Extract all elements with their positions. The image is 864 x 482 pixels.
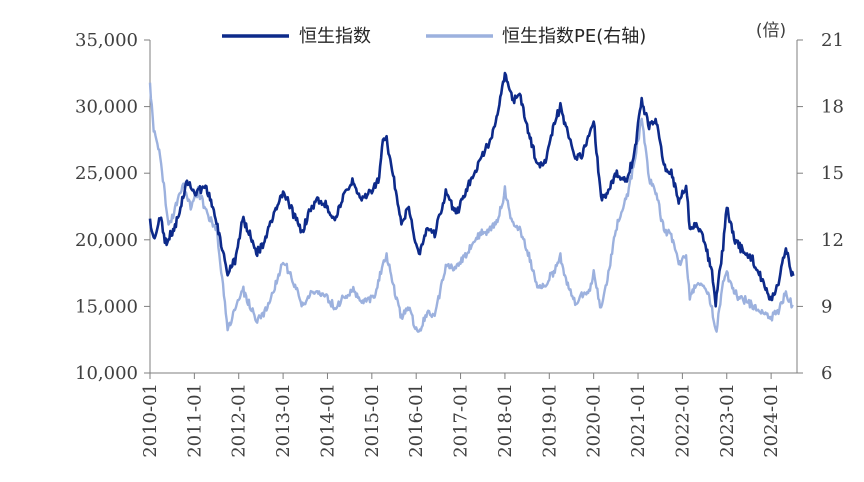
x-tick-label: 2013-01 xyxy=(273,383,294,458)
left-tick-label: 20,000 xyxy=(75,230,138,251)
right-tick-label: 21 xyxy=(821,30,844,51)
legend-label: 恒生指数PE(右轴) xyxy=(502,26,646,47)
x-tick-label: 2019-01 xyxy=(539,383,560,458)
x-tick-label: 2010-01 xyxy=(140,383,161,458)
left-tick-label: 10,000 xyxy=(75,363,138,384)
x-tick-label: 2012-01 xyxy=(229,383,250,458)
left-y-axis: 10,000 15,000 20,000 25,000 30,000 35,000 xyxy=(75,30,151,384)
x-axis: 2010-01 2011-01 2012-01 2013-01 2014-01 2015-… xyxy=(140,372,797,458)
x-tick-label: 2011-01 xyxy=(184,383,205,458)
left-tick-label: 25,000 xyxy=(75,163,138,184)
left-tick-label: 35,000 xyxy=(75,30,138,51)
series-line-pe xyxy=(148,82,794,333)
x-tick-label: 2015-01 xyxy=(362,383,383,458)
right-tick-label: 6 xyxy=(821,363,832,384)
series-line-hsi xyxy=(148,71,795,308)
right-axis-unit: (倍) xyxy=(756,21,786,41)
right-tick-label: 12 xyxy=(821,230,844,251)
series-layer xyxy=(148,71,795,333)
x-tick-label: 2018-01 xyxy=(495,383,516,458)
x-tick-label: 2021-01 xyxy=(628,383,649,458)
x-tick-label: 2016-01 xyxy=(406,383,427,458)
x-tick-label: 2020-01 xyxy=(584,383,605,458)
left-tick-label: 15,000 xyxy=(75,296,138,317)
legend-label: 恒生指数 xyxy=(299,26,371,47)
x-tick-label: 2022-01 xyxy=(672,383,693,458)
right-tick-label: 15 xyxy=(821,163,844,184)
x-tick-label: 2017-01 xyxy=(451,383,472,458)
x-tick-label: 2014-01 xyxy=(317,383,338,458)
right-tick-label: 9 xyxy=(821,296,832,317)
left-tick-label: 30,000 xyxy=(75,97,138,118)
right-tick-label: 18 xyxy=(821,97,844,118)
right-y-axis: 6 9 12 15 18 21 xyxy=(796,30,844,384)
x-tick-label: 2023-01 xyxy=(717,383,738,458)
legend: 恒生指数 恒生指数PE(右轴) xyxy=(222,26,646,47)
x-tick-label: 2024-01 xyxy=(761,383,782,458)
